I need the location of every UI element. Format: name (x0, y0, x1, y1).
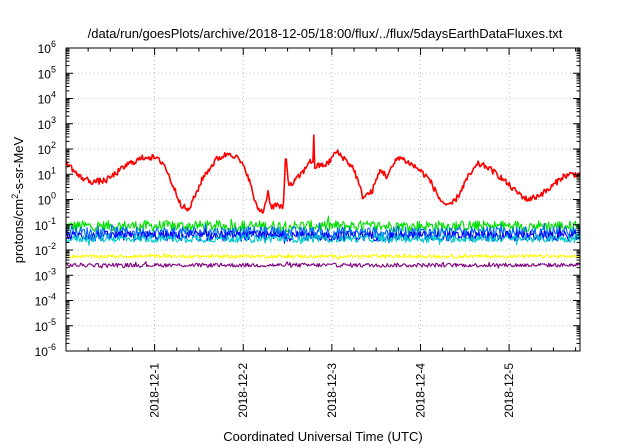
y-tick-base: 10 (38, 118, 52, 132)
y-tick-exponent: -1 (48, 216, 56, 226)
y-tick-exponent: 5 (51, 64, 56, 74)
y-tick-label: 104 (38, 90, 56, 107)
y-tick-exponent: -3 (48, 266, 56, 276)
x-tick-label: 2018-12-2 (236, 363, 250, 418)
x-tick-label: 2018-12-3 (325, 363, 339, 418)
y-tick-label: 10-4 (35, 292, 56, 309)
y-tick-label: 10-3 (35, 266, 56, 283)
series-line (65, 215, 581, 237)
x-tick-label: 2018-12-4 (413, 363, 427, 418)
chart-title: /data/run/goesPlots/archive/2018-12-05/1… (88, 26, 563, 41)
tick-marks (66, 47, 580, 352)
y-tick-exponent: -2 (48, 241, 56, 251)
y-tick-exponent: -5 (48, 317, 56, 327)
y-tick-base: 10 (35, 244, 49, 258)
y-tick-label: 101 (38, 165, 56, 182)
grid-lines (66, 48, 580, 351)
series-layer (65, 134, 581, 269)
y-tick-label: 10-6 (35, 342, 56, 359)
y-tick-base: 10 (35, 295, 49, 309)
y-tick-exponent: 0 (51, 191, 56, 201)
x-tick-label: 2018-12-1 (148, 363, 162, 418)
y-tick-labels: 10-610-510-410-310-210-11001011021031041… (35, 39, 56, 359)
y-tick-exponent: 4 (51, 90, 56, 100)
y-tick-exponent: 3 (51, 115, 56, 125)
y-tick-label: 103 (38, 115, 56, 132)
y-tick-label: 105 (38, 64, 56, 81)
series-line (65, 261, 581, 269)
series-line (65, 252, 581, 261)
y-tick-base: 10 (38, 194, 52, 208)
y-tick-base: 10 (38, 67, 52, 81)
y-axis-title-sup: 2 (10, 194, 20, 199)
x-tick-labels: 2018-12-1 2018-12-2 2018-12-3 2018-12-4 2018… (148, 363, 516, 418)
y-tick-exponent: 6 (51, 39, 56, 49)
y-axis-title: protons/cm2-s-sr-MeV (10, 136, 26, 263)
y-tick-base: 10 (35, 219, 49, 233)
x-axis-title: Coordinated Universal Time (UTC) (223, 429, 422, 444)
y-tick-base: 10 (38, 93, 52, 107)
y-tick-exponent: -4 (48, 292, 56, 302)
y-tick-base: 10 (35, 320, 49, 334)
y-tick-label: 10-5 (35, 317, 56, 334)
y-axis-title-base: protons/cm (11, 199, 26, 263)
y-tick-exponent: -6 (48, 342, 56, 352)
y-tick-base: 10 (35, 269, 49, 283)
y-tick-label: 100 (38, 191, 56, 208)
x-tick-label: 2018-12-5 (502, 363, 516, 418)
y-tick-label: 10-2 (35, 241, 56, 258)
y-tick-label: 10-1 (35, 216, 56, 233)
series-line (65, 231, 581, 247)
y-tick-base: 10 (38, 143, 52, 157)
y-tick-label: 106 (38, 39, 56, 56)
y-tick-exponent: 1 (51, 165, 56, 175)
y-axis-title-rest: -s-sr-MeV (11, 136, 26, 193)
y-tick-base: 10 (38, 168, 52, 182)
series-line (65, 134, 581, 214)
y-tick-base: 10 (35, 345, 49, 359)
y-tick-base: 10 (38, 42, 52, 56)
y-tick-exponent: 2 (51, 140, 56, 150)
y-tick-label: 102 (38, 140, 56, 157)
